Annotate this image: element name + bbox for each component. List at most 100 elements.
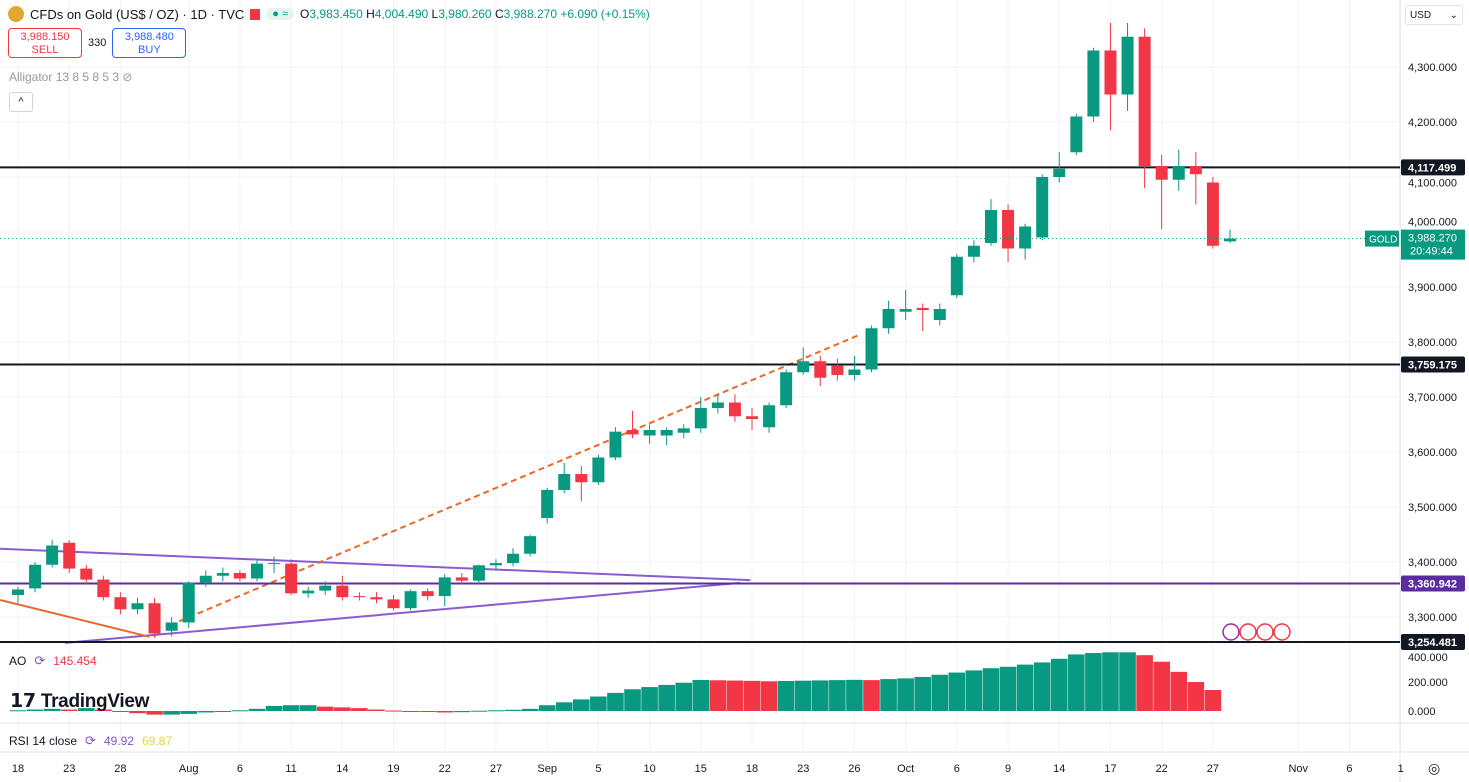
candle-body xyxy=(1172,166,1185,180)
candle xyxy=(780,369,793,408)
price-tick-label: 3,700.000 xyxy=(1408,392,1457,404)
ao-bar xyxy=(1102,652,1119,711)
candle xyxy=(63,540,76,573)
ao-bar xyxy=(777,680,795,711)
trendline xyxy=(64,581,741,644)
ao-bar xyxy=(265,705,283,711)
candle-body xyxy=(1053,168,1066,177)
ao-bar xyxy=(470,710,488,712)
time-tick-label: 14 xyxy=(336,763,348,775)
ao-bar xyxy=(316,706,334,711)
candle-body xyxy=(524,536,537,554)
candle xyxy=(1206,177,1219,249)
ao-bar xyxy=(794,680,812,711)
price-label-bg xyxy=(1401,356,1465,373)
candle xyxy=(899,289,912,320)
last-price-bg xyxy=(1401,229,1465,260)
tradingview-logo[interactable]: 𝟭𝟳 TradingView xyxy=(10,691,150,712)
candle xyxy=(1070,113,1083,155)
time-tick-label: 11 xyxy=(285,763,296,775)
candle-body xyxy=(1206,182,1219,246)
candle-body xyxy=(165,622,178,631)
candle xyxy=(643,424,656,444)
ao-bar xyxy=(624,689,641,711)
candle-body xyxy=(626,430,639,435)
time-tick-label: Nov xyxy=(1288,763,1308,775)
ao-bar xyxy=(402,711,419,712)
rsi-ma-value: 69.87 xyxy=(141,734,173,748)
candle xyxy=(148,597,161,638)
time-tick-label: 18 xyxy=(746,763,758,775)
rsi-label: RSI 14 close xyxy=(9,734,78,748)
candle xyxy=(575,465,588,502)
change-value: +6.090 (+0.15%) xyxy=(560,7,650,21)
time-tick-label: 23 xyxy=(797,763,809,775)
candle-body xyxy=(319,585,332,591)
candle-body xyxy=(29,564,42,589)
candle-body xyxy=(233,573,246,579)
buy-button[interactable]: 3,988.480 BUY xyxy=(112,28,187,58)
ao-bar xyxy=(214,711,232,712)
candle-body xyxy=(831,365,844,375)
buy-label: BUY xyxy=(138,44,161,56)
ao-bar xyxy=(9,710,27,712)
alligator-legend[interactable]: Alligator 13 8 5 8 5 3 ⊘ xyxy=(9,70,132,84)
candle xyxy=(541,487,554,524)
event-icon xyxy=(1239,623,1257,641)
ao-bar xyxy=(1085,653,1102,711)
time-tick-label: 23 xyxy=(63,763,75,775)
candle-body xyxy=(1019,226,1032,249)
candle xyxy=(336,575,349,601)
eye-icon[interactable]: ◎ xyxy=(1428,760,1441,776)
ao-bar xyxy=(590,696,607,711)
sell-button[interactable]: 3,988.150 SELL xyxy=(8,28,82,58)
market-status-pill[interactable]: ● ≈ xyxy=(266,8,295,20)
candle-body xyxy=(12,589,24,595)
currency-select[interactable]: USD ⌄ xyxy=(1405,5,1463,25)
ao-bar xyxy=(351,708,368,711)
sell-label: SELL xyxy=(31,44,59,56)
candle xyxy=(711,394,724,414)
time-tick-label: 10 xyxy=(643,763,655,775)
flag-icon[interactable] xyxy=(250,8,261,20)
price-tick-label: 4,200.000 xyxy=(1408,117,1457,129)
candle-body xyxy=(285,563,298,594)
price-tick-label: 3,800.000 xyxy=(1408,337,1457,349)
candle-body xyxy=(489,563,502,566)
ao-bar xyxy=(555,702,573,711)
ao-bar xyxy=(658,684,675,711)
ao-bar xyxy=(692,679,710,711)
price-tick-label: 3,900.000 xyxy=(1408,282,1457,294)
candle xyxy=(626,410,639,439)
collapse-legend-button[interactable]: ^ xyxy=(9,92,33,112)
time-tick-label: 6 xyxy=(954,763,960,775)
ao-bar xyxy=(504,709,522,711)
candle xyxy=(933,303,946,326)
hidden-eye-icon[interactable]: ⊘ xyxy=(122,70,133,84)
ao-bar xyxy=(1119,652,1136,711)
refresh-icon[interactable]: ⟳ xyxy=(34,653,46,668)
candle-body xyxy=(763,405,776,428)
candle xyxy=(404,589,417,611)
ao-bar xyxy=(487,710,505,712)
candle-body xyxy=(1121,36,1134,95)
ao-bar xyxy=(880,679,897,711)
trendline xyxy=(0,547,751,582)
time-tick-label: Aug xyxy=(179,763,199,775)
candle xyxy=(1121,23,1134,111)
horizontal-line-label: 3,360.942 xyxy=(1408,578,1457,590)
refresh-icon[interactable]: ⟳ xyxy=(85,733,96,748)
horizontal-line-label: 3,759.175 xyxy=(1408,359,1457,371)
symbol-title[interactable]: CFDs on Gold (US$ / OZ) · 1D · TVC xyxy=(30,6,245,22)
candle xyxy=(489,559,502,571)
ao-bar xyxy=(863,680,880,711)
time-tick-label: 6 xyxy=(237,763,243,775)
candle xyxy=(285,559,298,595)
candle-body xyxy=(950,256,963,296)
candle-body xyxy=(80,568,93,580)
last-price-label: 3,988.270 xyxy=(1408,233,1457,245)
candle-body xyxy=(609,431,622,458)
ao-bar xyxy=(760,681,778,711)
candle-body xyxy=(507,553,520,564)
